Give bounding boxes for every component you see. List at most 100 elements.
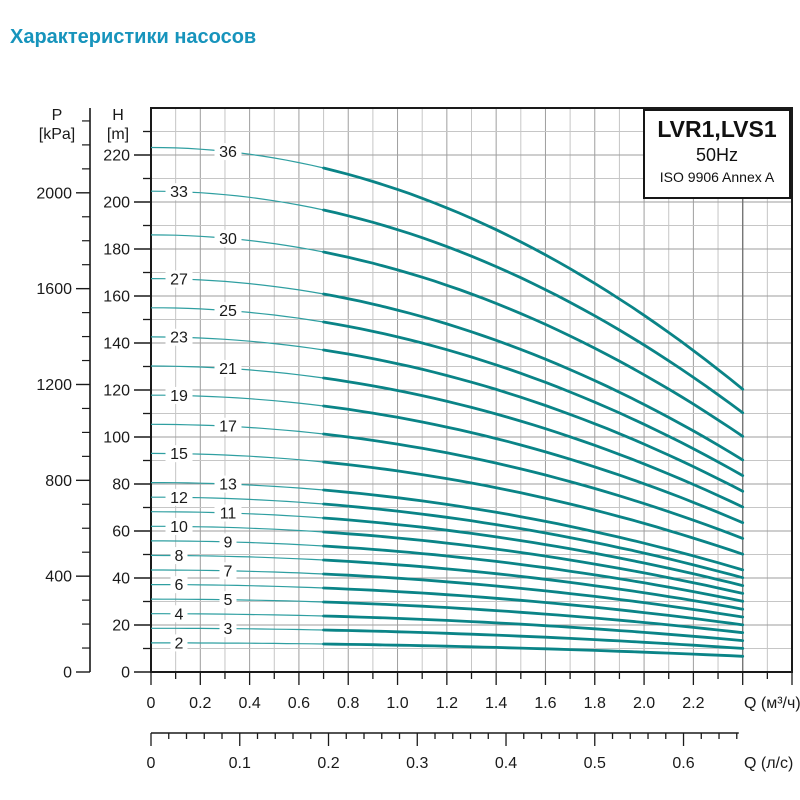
curve-label-bg <box>170 634 188 652</box>
legend-standard: ISO 9906 Annex A <box>659 169 775 185</box>
curve-label-bg <box>165 270 193 288</box>
pump-curve-13 <box>322 488 745 572</box>
legend-box: LVR1,LVS1 50Hz ISO 9906 Annex A <box>643 109 791 199</box>
h-axis: 0 20 40 60 80 100 120 140 160 180 200 220 H [m] <box>103 107 151 682</box>
curve-label-7: 7 <box>224 563 233 580</box>
curve-label-bg <box>170 576 188 594</box>
curve-label-bg <box>214 359 242 377</box>
h-axis-tick-label: 40 <box>112 571 130 588</box>
curve-label-bg <box>170 605 188 623</box>
curve-label-10: 10 <box>170 519 188 536</box>
pump-curve-33 <box>322 208 745 415</box>
q-m3h-tick-label: 1.0 <box>386 695 408 712</box>
pump-curve-17 <box>322 432 745 540</box>
h-axis-tick-label: 180 <box>103 242 130 259</box>
h-axis-tick-label: 60 <box>112 524 130 541</box>
p-axis-tick-label: 800 <box>45 473 72 490</box>
pump-curve-15 <box>322 460 745 556</box>
q-m3h-axis: 0 0.2 0.4 0.6 0.8 1.0 1.2 1.4 1.6 1.8 2.0 2.2 Q (м³/… <box>147 672 800 712</box>
p-axis-tick-label: 1200 <box>36 377 72 394</box>
curve-label-5: 5 <box>224 592 233 609</box>
h-axis-tick-label: 220 <box>103 148 130 165</box>
curve-label-bg <box>165 328 193 346</box>
curve-label-bg <box>214 417 242 435</box>
pump-curve-25 <box>322 320 745 477</box>
q-ls-tick-label: 0.4 <box>495 755 517 772</box>
curve-label-12: 12 <box>170 490 188 507</box>
pump-curve-21 <box>322 376 745 509</box>
q-m3h-tick-label: 2.2 <box>682 695 704 712</box>
q-m3h-tick-label: 0.8 <box>337 695 359 712</box>
pump-curve-23 <box>322 348 745 493</box>
q-m3h-axis-title: Q (м³/ч) <box>744 695 800 712</box>
curve-label-36: 36 <box>219 144 237 161</box>
pump-curve-30 <box>322 250 745 438</box>
curve-label-25: 25 <box>219 303 237 320</box>
curve-label-33: 33 <box>170 184 188 201</box>
q-m3h-tick-label: 0 <box>147 695 156 712</box>
pump-curve-5 <box>322 600 745 635</box>
p-axis: 0 400 800 1200 1600 2000 P [kPa] <box>36 107 91 682</box>
curve-label-bg <box>219 533 237 551</box>
q-ls-tick-label: 0.2 <box>317 755 339 772</box>
h-axis-tick-label: 120 <box>103 383 130 400</box>
q-m3h-tick-label: 1.6 <box>534 695 556 712</box>
curve-label-19: 19 <box>170 388 188 405</box>
curve-label-bg <box>219 591 237 609</box>
pump-curve-36 <box>322 166 745 391</box>
h-axis-tick-label: 100 <box>103 430 130 447</box>
q-ls-tick-label: 0 <box>147 755 156 772</box>
pump-curve-10 <box>322 530 745 595</box>
p-axis-tick-label: 0 <box>63 665 72 682</box>
pump-curve-7 <box>322 572 745 619</box>
pump-curve-9-thin <box>151 540 324 547</box>
pump-curve-4 <box>322 614 745 642</box>
curve-label-17: 17 <box>219 419 237 436</box>
curve-label-bg <box>214 229 242 247</box>
page-title: Характеристики насосов <box>10 26 257 48</box>
curve-label-30: 30 <box>219 231 237 248</box>
q-ls-tick-label: 0.1 <box>229 755 251 772</box>
curve-label-bg <box>214 504 242 522</box>
curve-label-bg <box>214 302 242 320</box>
pump-curve-11 <box>322 516 745 587</box>
p-axis-title: P <box>52 107 63 124</box>
curve-label-bg <box>219 562 237 580</box>
pump-curve-8 <box>322 558 745 611</box>
legend-model-name: LVR1,LVS1 <box>657 116 777 142</box>
pump-curve-12 <box>322 502 745 580</box>
curve-label-bg <box>214 143 242 161</box>
pump-curve-27 <box>322 292 745 462</box>
curve-label-bg <box>214 475 242 493</box>
curve-label-15: 15 <box>170 446 188 463</box>
curve-label-bg <box>165 445 193 463</box>
curve-label-bg <box>170 547 188 565</box>
curve-label-bg <box>219 620 237 638</box>
curve-label-3: 3 <box>224 621 233 638</box>
curve-label-8: 8 <box>175 548 184 565</box>
q-m3h-tick-label: 0.6 <box>288 695 310 712</box>
q-ls-tick-label: 0.6 <box>672 755 694 772</box>
pump-curve-9 <box>322 544 745 603</box>
h-axis-tick-label: 20 <box>112 618 130 635</box>
q-m3h-tick-label: 0.4 <box>238 695 260 712</box>
h-axis-title: H <box>112 107 124 124</box>
curve-label-11: 11 <box>220 505 237 522</box>
q-m3h-tick-label: 1.8 <box>584 695 606 712</box>
pump-curve-7-thin <box>151 569 324 575</box>
pump-curve-2 <box>322 642 745 658</box>
pump-curve-6 <box>322 586 745 627</box>
curve-label-bg <box>165 517 193 535</box>
curve-label-27: 27 <box>170 272 188 289</box>
curve-label-13: 13 <box>219 477 237 494</box>
curve-label-21: 21 <box>219 361 237 378</box>
curve-label-2: 2 <box>175 635 184 652</box>
q-ls-tick-label: 0.3 <box>406 755 428 772</box>
h-axis-tick-label: 140 <box>103 336 130 353</box>
h-axis-tick-label: 0 <box>121 665 130 682</box>
curve-label-bg <box>165 183 193 201</box>
q-m3h-tick-label: 2.0 <box>633 695 655 712</box>
p-axis-tick-label: 1600 <box>36 281 72 298</box>
